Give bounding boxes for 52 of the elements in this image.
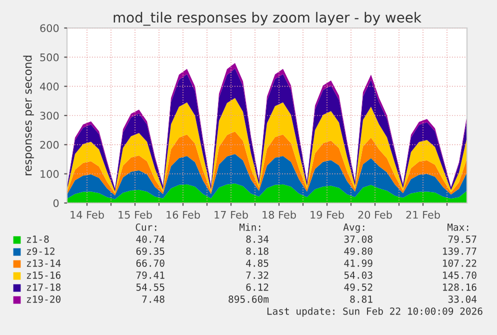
y-tick-label: 200 — [40, 140, 59, 149]
text: 33.04 — [448, 295, 477, 303]
text: 54.55 — [136, 284, 164, 291]
text: 49.80 — [344, 247, 372, 255]
text: Avg: — [343, 224, 364, 233]
y-tick-label: 600 — [40, 24, 59, 32]
text: 107.22 — [443, 259, 476, 267]
text: 128.16 — [443, 283, 476, 291]
x-tick-label: 21 Feb — [406, 210, 440, 219]
x-tick-label: 16 Feb — [166, 210, 200, 219]
x-tick-label: 15 Feb — [118, 210, 152, 219]
y-axis-title: responses per second — [23, 56, 34, 176]
legend-label: z1-8 — [26, 235, 49, 243]
legend-label: z15-16 — [26, 271, 60, 279]
text: 49.52 — [344, 283, 372, 291]
text: 54.03 — [344, 271, 372, 279]
text: 6.12 — [246, 283, 268, 291]
text: 40.74 — [136, 235, 165, 243]
text: 4.85 — [246, 259, 268, 267]
text: Min: — [240, 223, 260, 231]
y-tick-label: 300 — [40, 112, 59, 120]
text: 145.70 — [443, 271, 476, 279]
chart-title: mod_tile responses by zoom layer - by week — [114, 12, 422, 26]
text: 8.34 — [246, 235, 269, 243]
text: 895.60m — [228, 295, 269, 303]
x-tick-label: 17 Feb — [214, 210, 248, 219]
y-tick-label: 100 — [40, 170, 59, 178]
y-tick-label: 500 — [40, 53, 59, 62]
text: 79.41 — [136, 271, 164, 279]
text: Last update: Sun Feb 22 10:00:09 2026 — [267, 307, 482, 317]
x-tick-label: 18 Feb — [262, 210, 296, 219]
text: 7.48 — [142, 295, 164, 303]
x-tick-label: 19 Feb — [310, 210, 344, 219]
legend-label: z19-20 — [26, 295, 60, 303]
legend-label: z17-18 — [26, 283, 60, 291]
legend-label: z9-12 — [26, 247, 54, 255]
text: 7.32 — [246, 271, 268, 279]
text: Cur: — [136, 223, 156, 231]
text: 41.99 — [344, 259, 372, 267]
x-tick-label: 20 Feb — [358, 210, 392, 219]
text: 8.81 — [350, 295, 372, 303]
text: 69.35 — [136, 247, 164, 255]
text: 8.18 — [246, 247, 268, 255]
text: 66.70 — [136, 259, 164, 267]
text: 37.08 — [344, 235, 372, 243]
y-tick-label: 0 — [53, 199, 59, 208]
legend-label: z13-14 — [26, 259, 61, 267]
text: 79.57 — [448, 235, 476, 243]
text: 139.77 — [443, 247, 476, 255]
y-tick-label: 400 — [40, 82, 59, 90]
x-tick-label: 14 Feb — [70, 210, 104, 219]
text: Max: — [448, 224, 468, 231]
